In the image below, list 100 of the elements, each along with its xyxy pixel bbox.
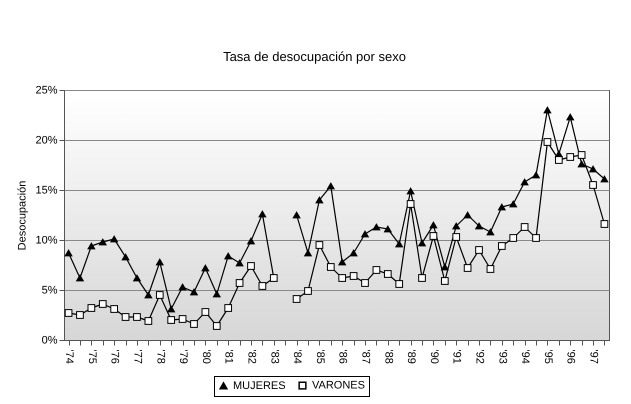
- x-tick-label: '81: [222, 350, 235, 364]
- point: [418, 240, 426, 246]
- point: [486, 228, 494, 236]
- point: [144, 317, 152, 325]
- point: [64, 250, 72, 256]
- x-tick-label: '90: [428, 350, 440, 364]
- point: [133, 313, 141, 321]
- point: [430, 232, 438, 240]
- point: [440, 277, 449, 285]
- y-tick-label: 0%: [42, 334, 58, 346]
- x-tick-label: '78: [154, 350, 166, 364]
- point: [178, 315, 186, 323]
- point: [498, 242, 506, 250]
- y-tick-label: 5%: [42, 284, 58, 296]
- point: [498, 204, 506, 210]
- point: [258, 210, 266, 218]
- point: [520, 178, 528, 186]
- point: [247, 238, 255, 244]
- point: [212, 290, 221, 298]
- point: [440, 264, 449, 270]
- point: [292, 295, 300, 303]
- point: [475, 246, 483, 254]
- point: [532, 172, 540, 178]
- point: [338, 258, 346, 266]
- point: [372, 224, 380, 230]
- point: [589, 166, 597, 172]
- point: [578, 160, 586, 168]
- point: [212, 322, 221, 330]
- point: [292, 212, 300, 218]
- chart-title: Tasa de desocupación por sexo: [223, 49, 406, 64]
- x-tick-label: '85: [314, 350, 326, 364]
- point: [76, 274, 84, 282]
- x-tick-label: '92: [474, 350, 486, 364]
- y-tick-label: 25%: [35, 84, 58, 96]
- point: [304, 287, 312, 295]
- point: [88, 242, 96, 250]
- x-tick-label: '86: [336, 350, 349, 364]
- point: [578, 151, 586, 159]
- point: [156, 258, 164, 266]
- point: [236, 260, 244, 266]
- point: [464, 264, 472, 272]
- y-tick-label: 20%: [35, 134, 58, 146]
- point: [326, 182, 335, 190]
- point: [475, 222, 483, 230]
- point: [418, 274, 426, 282]
- point: [406, 200, 414, 208]
- y-axis-title: Desocupación: [16, 180, 28, 250]
- point: [122, 313, 130, 321]
- point: [554, 156, 563, 164]
- x-tick-label: '84: [291, 350, 304, 364]
- point: [258, 282, 266, 290]
- point: [316, 196, 324, 204]
- x-tick-label: '95: [542, 350, 554, 364]
- point: [600, 220, 608, 228]
- x-tick-label: '75: [86, 350, 98, 364]
- point: [110, 305, 118, 313]
- point: [589, 181, 597, 189]
- point: [167, 316, 176, 324]
- point: [520, 223, 528, 231]
- point: [406, 188, 414, 194]
- x-tick-label: '87: [360, 350, 372, 364]
- x-tick-label: '82: [245, 350, 258, 364]
- x-tick-label: '88: [382, 350, 394, 364]
- point: [384, 270, 392, 278]
- point: [202, 308, 210, 316]
- point: [202, 264, 210, 272]
- point: [350, 272, 358, 280]
- point: [64, 309, 72, 317]
- point: [464, 212, 472, 218]
- point: [566, 153, 574, 161]
- point: [600, 176, 608, 182]
- point: [372, 266, 380, 274]
- point: [304, 250, 312, 256]
- point: [452, 233, 460, 241]
- point: [361, 230, 369, 238]
- x-tick-label: '74: [63, 350, 76, 364]
- x-tick-label: '96: [564, 350, 577, 364]
- point: [144, 292, 152, 298]
- x-tick-label: '80: [200, 350, 212, 364]
- y-tick-label: 15%: [35, 184, 58, 196]
- point: [486, 265, 494, 273]
- x-tick-label: '93: [496, 350, 508, 364]
- point: [395, 280, 404, 288]
- x-tick-label: '83: [268, 350, 280, 364]
- point: [544, 138, 552, 146]
- point: [395, 240, 404, 248]
- point: [98, 300, 107, 308]
- x-tick-label: '77: [131, 350, 144, 364]
- point: [190, 320, 198, 328]
- point: [133, 274, 141, 282]
- point: [88, 304, 96, 312]
- point: [544, 106, 552, 114]
- point: [247, 262, 255, 270]
- point: [236, 279, 244, 287]
- point: [110, 236, 118, 242]
- x-tick-label: '97: [588, 350, 600, 364]
- point: [338, 274, 346, 282]
- point: [532, 234, 540, 242]
- point: [156, 291, 164, 299]
- legend-label: MUJERES: [233, 380, 286, 392]
